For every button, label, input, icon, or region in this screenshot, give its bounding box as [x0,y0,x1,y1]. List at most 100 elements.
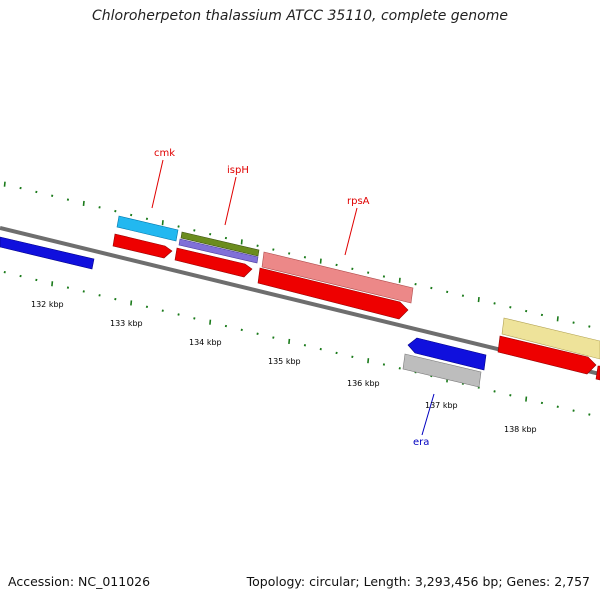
minor-tick [272,248,275,251]
minor-tick [540,401,544,405]
minor-tick [19,274,22,278]
minor-tick [398,367,401,370]
major-tick [3,181,6,187]
minor-tick [335,351,338,355]
minor-tick [414,282,417,286]
major-tick [130,300,133,306]
major-tick [398,277,401,283]
tick-row-reverse [3,270,591,416]
tick-row-forward [3,181,591,328]
minor-tick [509,394,512,397]
leader-era [421,393,435,436]
minor-tick [446,290,449,294]
major-tick [288,338,291,345]
feature-isph-misc [178,238,259,264]
major-tick [82,200,85,207]
minor-tick [493,390,496,393]
minor-tick [98,294,101,297]
gene-right-yellow[interactable] [501,317,600,360]
major-tick [51,281,54,287]
minor-tick [303,256,307,259]
minor-tick [588,325,591,328]
major-tick [161,220,164,226]
major-tick [240,239,243,245]
major-tick [209,319,212,325]
minor-tick [272,336,275,339]
minor-tick [66,198,70,201]
cds-era[interactable] [407,337,487,371]
cds-isph[interactable] [174,247,253,278]
cds-right-2[interactable] [595,365,600,381]
cds-cmk[interactable] [112,233,173,259]
minor-tick [19,186,22,190]
leader-cmk [151,159,164,209]
map-title: Chloroherpeton thalassium ATCC 35110, co… [92,8,508,24]
minor-tick [66,286,70,289]
minor-tick [177,225,180,228]
minor-tick [509,306,512,309]
minor-tick [209,232,212,236]
minor-tick [572,321,575,324]
minor-tick [193,229,196,232]
gene-cmk[interactable] [116,215,179,242]
minor-tick [351,267,354,271]
minor-tick [98,206,101,209]
cds-right-1[interactable] [497,335,597,375]
minor-tick [130,213,133,217]
minor-tick [51,194,54,197]
major-tick [556,316,559,322]
minor-tick [256,332,259,335]
minor-tick [193,317,196,320]
accession-text: Accession: NC_011026 [8,574,151,589]
minor-tick [35,190,38,194]
leader-isph [224,176,237,226]
kbp-label: 137 kbp [425,401,458,410]
minor-tick [572,409,575,412]
major-tick [525,396,528,402]
minor-tick [540,313,544,317]
minor-tick [367,271,370,274]
gene-label-cmk[interactable]: cmk [154,148,175,159]
gene-label-rpsa[interactable]: rpsA [347,196,370,207]
minor-tick [556,405,559,408]
leader-rpsa [344,207,358,256]
minor-tick [240,328,243,332]
minor-tick [461,294,465,297]
minor-tick [319,347,322,351]
minor-tick [525,309,528,313]
gene-reverse-left[interactable] [0,236,95,270]
minor-tick [224,324,228,328]
kbp-label: 138 kbp [504,425,537,434]
minor-tick [382,363,386,366]
major-tick [367,358,370,364]
minor-tick [493,302,496,305]
minor-tick [256,244,259,247]
minor-tick [588,413,591,416]
minor-tick [35,278,38,282]
gene-rpsa[interactable] [261,251,414,304]
gene-isph[interactable] [180,231,260,257]
minor-tick [145,305,149,309]
minor-tick [335,263,338,267]
minor-tick [303,344,307,347]
gene-label-era[interactable]: era [413,437,429,448]
cds-rpsa[interactable] [257,267,409,320]
kbp-label: 133 kbp [110,319,143,328]
minor-tick [114,209,117,213]
kbp-label: 136 kbp [347,379,380,388]
minor-tick [430,286,433,290]
gene-era[interactable] [402,353,482,388]
minor-tick [145,217,149,221]
minor-tick [224,236,228,240]
genome-summary: Topology: circular; Length: 3,293,456 bp… [246,574,590,589]
kbp-label: 132 kbp [31,300,64,309]
minor-tick [161,309,164,312]
minor-tick [351,355,354,359]
major-tick [319,258,322,264]
gene-label-isph[interactable]: ispH [227,165,249,176]
minor-tick [288,252,291,255]
minor-tick [114,297,117,301]
minor-tick [382,275,386,278]
minor-tick [3,270,6,274]
minor-tick [82,290,85,293]
